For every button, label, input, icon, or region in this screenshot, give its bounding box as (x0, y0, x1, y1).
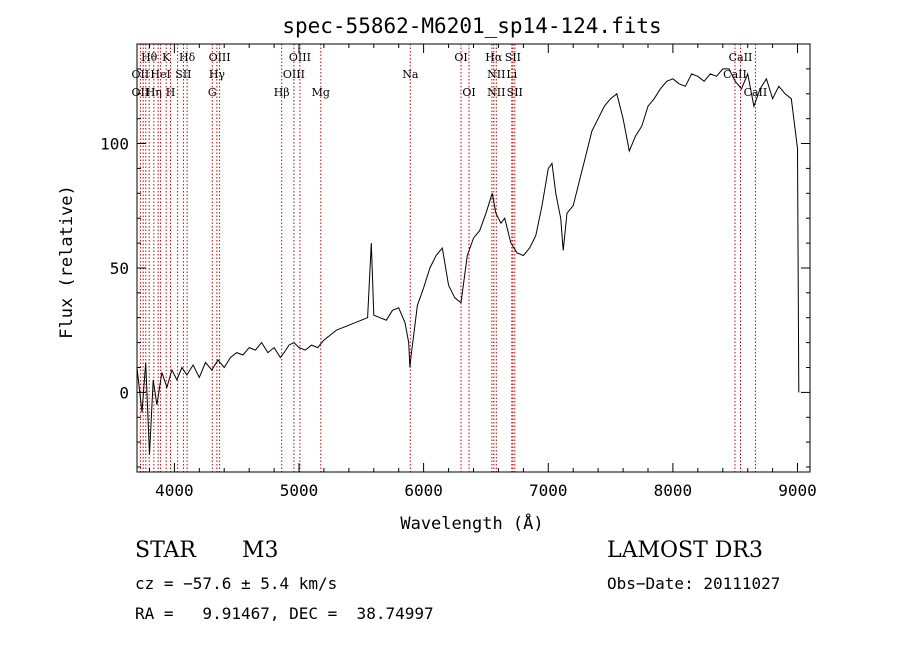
x-axis-label: Wavelength (Å) (400, 512, 543, 534)
spectral-line-label: SII (507, 86, 523, 99)
object-class: STAR (135, 538, 196, 563)
spectral-line-marks (139, 44, 756, 472)
spectral-line-label: Hβ (274, 86, 290, 99)
object-subclass: M3 (242, 538, 279, 563)
x-tick-label: 9000 (778, 481, 817, 500)
spectral-line-label: OIII (283, 68, 305, 81)
spectral-line-label: OI (454, 51, 467, 64)
spectral-line-label: CaII (723, 68, 747, 81)
spectral-line-label: OIII (289, 51, 311, 64)
x-axis-ticks: 4000 5000 6000 7000 8000 9000 (149, 44, 817, 500)
plot-frame (136, 43, 811, 473)
spectral-line-label: SII (175, 68, 191, 81)
flux-series-line (136, 68, 800, 455)
chart-title: spec-55862-M6201_sp14-124.fits (282, 14, 661, 38)
spectral-line-label: OII (132, 86, 150, 99)
spectral-line-label: HeI (150, 68, 170, 81)
y-tick-label: 0 (119, 383, 129, 402)
spectral-line-label: H (166, 86, 176, 99)
spectral-line-label: G (208, 86, 217, 99)
coordinates: RA = 9.91467, DEC = 38.74997 (135, 604, 434, 623)
y-axis-ticks: 0 50 100 (100, 43, 810, 468)
x-tick-label: 4000 (155, 481, 194, 500)
spectral-line-label: K (162, 51, 171, 64)
spectral-line-label: OIII (209, 51, 231, 64)
spectral-line-label: Li (506, 68, 517, 81)
observation-date: Obs−Date: 20111027 (607, 574, 781, 593)
spectral-line-label: OII (132, 68, 150, 81)
x-tick-label: 7000 (529, 481, 568, 500)
y-tick-label: 50 (110, 259, 129, 278)
spectral-line-label: CaII (729, 51, 753, 64)
spectral-line-label: OI (462, 86, 475, 99)
spectral-line-label: Na (402, 68, 419, 81)
spectral-line-label: NII (487, 68, 505, 81)
spectral-line-label: SII (505, 51, 521, 64)
spectral-line-label: Hθ (141, 51, 158, 64)
y-axis-label: Flux (relative) (57, 185, 77, 339)
spectral-line-label: CaII (744, 86, 768, 99)
x-tick-label: 8000 (654, 481, 693, 500)
y-tick-label: 100 (100, 135, 129, 154)
spectral-line-label: Hα (485, 51, 503, 64)
spectral-line-label: Mg (312, 86, 330, 99)
x-tick-label: 5000 (280, 481, 319, 500)
redshift-velocity: cz = −57.6 ± 5.4 km/s (135, 574, 338, 593)
x-tick-label: 6000 (404, 481, 443, 500)
spectral-line-label: NII (487, 86, 505, 99)
spectral-line-label: Hη (146, 86, 162, 99)
spectral-line-label: Hγ (209, 68, 226, 81)
spectral-line-label: Hδ (179, 51, 196, 64)
survey-name: LAMOST DR3 (607, 538, 763, 563)
